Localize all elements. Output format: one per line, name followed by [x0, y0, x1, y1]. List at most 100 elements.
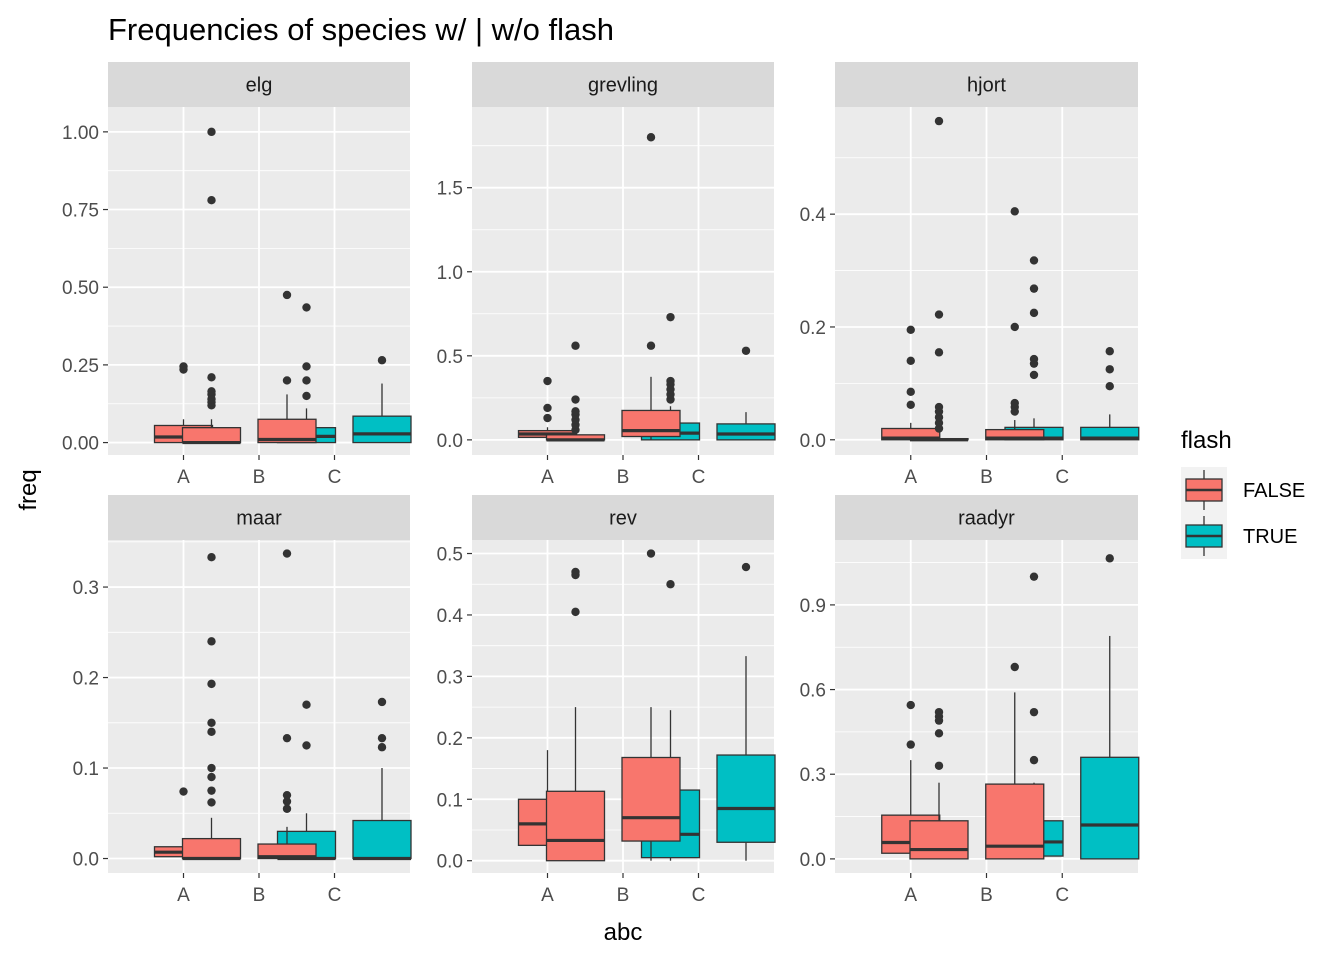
outlier-point	[302, 741, 311, 750]
y-tick-label: 1.00	[62, 123, 99, 144]
legend-label: TRUE	[1243, 526, 1297, 548]
outlier-point	[282, 804, 292, 813]
y-tick-label: 0.4	[800, 205, 827, 226]
y-tick-label: 0.1	[73, 759, 99, 780]
outlier-point	[571, 567, 580, 577]
outlier-point	[179, 787, 188, 796]
box-body	[257, 843, 317, 860]
outlier-point	[934, 761, 944, 770]
outlier-point	[934, 310, 944, 319]
outlier-point	[1105, 381, 1114, 391]
outlier-point	[282, 797, 292, 806]
x-axis-title: abc	[604, 919, 643, 946]
y-tick-label: 0.5	[437, 347, 463, 368]
outlier-point	[666, 580, 675, 589]
outlier-point	[666, 312, 675, 322]
x-tick-label: A	[177, 885, 190, 906]
outlier-point	[1010, 398, 1019, 408]
box-body	[352, 819, 412, 860]
x-tick-label: A	[541, 467, 554, 488]
x-tick-label: C	[1055, 467, 1069, 488]
x-tick-label: B	[253, 467, 266, 488]
facet-strip-label: elg	[246, 75, 273, 97]
outlier-point	[282, 790, 292, 800]
facet-strip-label: maar	[236, 508, 282, 530]
outlier-point	[207, 127, 216, 137]
legend-keys: FALSE TRUE	[1181, 467, 1305, 559]
x-tick-label: B	[617, 467, 630, 488]
box-body	[181, 837, 242, 860]
x-tick-label: A	[904, 467, 917, 488]
y-tick-label: 1.5	[437, 179, 463, 200]
x-tick-label: B	[980, 885, 993, 906]
box-body	[352, 415, 412, 444]
facet-hjort: hjort 0.0 0.2 0.4 A B C	[800, 62, 1140, 488]
y-tick-label: 0.75	[62, 201, 99, 222]
outlier-point	[666, 376, 675, 386]
outlier-point	[179, 362, 188, 371]
facet-grevling: grevling 0.0 0.5 1.0 1.5 A B C	[437, 62, 776, 488]
outlier-point	[207, 772, 216, 782]
y-tick-label: 0.4	[437, 606, 464, 627]
y-tick-label: 0.0	[73, 850, 99, 871]
outlier-point	[1029, 370, 1039, 380]
outlier-point	[207, 373, 216, 382]
box-body	[985, 428, 1045, 441]
y-tick-label: 0.3	[73, 578, 99, 599]
outlier-point	[571, 407, 580, 416]
x-tick-label: C	[328, 885, 342, 906]
box-C-TRUE	[1080, 347, 1140, 441]
facet-maar: maar 0.0 0.1 0.2 0.3 A B C	[73, 495, 412, 906]
outlier-point	[906, 325, 915, 334]
outlier-point	[207, 637, 216, 646]
outlier-point	[543, 376, 552, 386]
y-tick-label: 0.2	[800, 318, 826, 339]
outlier-point	[741, 562, 751, 572]
outlier-point	[1105, 347, 1114, 356]
box-C-TRUE	[716, 562, 776, 861]
facet-elg: elg 0.00 0.25 0.50 0.75 1.00 A B C	[62, 62, 412, 488]
x-tick-label: A	[541, 885, 554, 906]
outlier-point	[1029, 284, 1039, 293]
outlier-point	[1010, 207, 1019, 216]
box-body	[716, 423, 776, 441]
x-tick-label: C	[328, 467, 342, 488]
x-tick-label: B	[617, 885, 630, 906]
y-tick-label: 0.0	[437, 852, 463, 873]
facet-strip	[108, 495, 410, 540]
y-tick-label: 0.0	[800, 431, 826, 452]
outlier-point	[282, 733, 292, 743]
y-axis-title: freq	[15, 469, 42, 510]
box-B-FALSE	[909, 116, 969, 442]
facet-strip	[472, 495, 774, 540]
outlier-point	[543, 413, 552, 423]
facet-strip	[835, 495, 1138, 540]
x-tick-label: A	[904, 885, 917, 906]
outlier-point	[207, 763, 216, 773]
outlier-point	[302, 376, 311, 385]
outlier-point	[1010, 322, 1019, 332]
outlier-point	[906, 400, 915, 410]
outlier-point	[207, 679, 216, 689]
box-C-TRUE	[716, 346, 776, 441]
y-tick-label: 0.2	[437, 729, 463, 750]
y-tick-label: 0.3	[437, 667, 463, 688]
outlier-point	[207, 786, 216, 795]
outlier-point	[1029, 256, 1039, 265]
box-C-FALSE	[985, 207, 1045, 441]
outlier-point	[1010, 662, 1019, 672]
outlier-point	[906, 740, 915, 749]
outlier-point	[302, 303, 311, 312]
outlier-point	[934, 402, 944, 412]
plot-title: Frequencies of species w/ | w/o flash	[108, 12, 614, 47]
box-C-FALSE	[257, 290, 317, 444]
box-C-TRUE	[352, 697, 412, 861]
outlier-point	[934, 116, 944, 126]
legend-label: FALSE	[1243, 480, 1305, 502]
box-body	[621, 756, 681, 842]
x-tick-label: C	[1055, 885, 1069, 906]
facet-strip-label: raadyr	[958, 508, 1015, 530]
x-tick-label: C	[692, 467, 706, 488]
